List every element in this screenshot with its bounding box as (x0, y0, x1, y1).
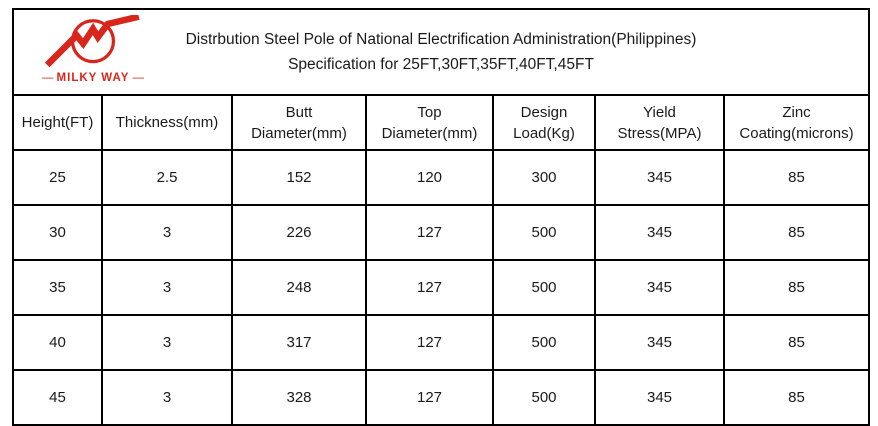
brand-left-dash: — (42, 72, 54, 84)
cell-top-diameter: 127 (365, 369, 494, 426)
spec-sheet: — MILKY WAY — Distrbution Steel Pole of Na… (11, 8, 871, 426)
brand-logo: — MILKY WAY — (32, 15, 154, 85)
cell-design-load: 500 (492, 204, 596, 261)
cell-design-load: 500 (492, 369, 596, 426)
brand-name: — MILKY WAY — (32, 71, 154, 85)
cell-butt-diameter: 248 (231, 259, 367, 316)
table-header-row: Height(FT) Thickness(mm) Butt Diameter(m… (12, 94, 871, 151)
title-line-1: Distrbution Steel Pole of National Elect… (185, 31, 697, 48)
cell-top-diameter: 127 (365, 314, 494, 371)
title-line-2: Specification for 25FT,30FT,35FT,40FT,45… (288, 56, 594, 73)
cell-height: 45 (12, 369, 103, 426)
cell-height: 30 (12, 204, 103, 261)
cell-design-load: 500 (492, 314, 596, 371)
table-row: 25 2.5 152 120 300 345 85 (12, 149, 871, 206)
column-header-design-load: Design Load(Kg) (492, 94, 596, 151)
cell-thickness: 2.5 (101, 149, 233, 206)
cell-top-diameter: 120 (365, 149, 494, 206)
title-band-cell: — MILKY WAY — Distrbution Steel Pole of Na… (11, 8, 871, 96)
table-row: 35 3 248 127 500 345 85 (12, 259, 871, 316)
cell-yield-stress: 345 (594, 204, 725, 261)
title-row: — MILKY WAY — Distrbution Steel Pole of Na… (11, 8, 871, 96)
column-header-yield-stress: Yield Stress(MPA) (594, 94, 725, 151)
spec-table: — MILKY WAY — Distrbution Steel Pole of Na… (11, 8, 871, 426)
cell-height: 35 (12, 259, 103, 316)
cell-yield-stress: 345 (594, 149, 725, 206)
brand-label: MILKY WAY (56, 72, 130, 84)
cell-butt-diameter: 152 (231, 149, 367, 206)
lightning-bolt-icon (44, 15, 140, 68)
cell-yield-stress: 345 (594, 369, 725, 426)
title-band: — MILKY WAY — Distrbution Steel Pole of Na… (14, 10, 868, 94)
cell-zinc-coating: 85 (722, 149, 871, 206)
cell-zinc-coating: 85 (722, 314, 871, 371)
cell-butt-diameter: 226 (231, 204, 367, 261)
table-row: 30 3 226 127 500 345 85 (12, 204, 871, 261)
document-title: Distrbution Steel Pole of National Elect… (14, 10, 868, 94)
cell-thickness: 3 (101, 259, 233, 316)
cell-design-load: 300 (492, 149, 596, 206)
cell-thickness: 3 (101, 314, 233, 371)
column-header-butt-diameter: Butt Diameter(mm) (231, 94, 367, 151)
cell-top-diameter: 127 (365, 204, 494, 261)
cell-height: 40 (12, 314, 103, 371)
table-row: 45 3 328 127 500 345 85 (12, 369, 871, 426)
brand-right-dash: — (132, 72, 144, 84)
cell-yield-stress: 345 (594, 259, 725, 316)
cell-thickness: 3 (101, 204, 233, 261)
cell-zinc-coating: 85 (722, 204, 871, 261)
column-header-height: Height(FT) (12, 94, 103, 151)
cell-design-load: 500 (492, 259, 596, 316)
column-header-zinc-coating: Zinc Coating(microns) (722, 94, 871, 151)
cell-top-diameter: 127 (365, 259, 494, 316)
cell-zinc-coating: 85 (722, 259, 871, 316)
cell-butt-diameter: 317 (231, 314, 367, 371)
cell-butt-diameter: 328 (231, 369, 367, 426)
cell-height: 25 (12, 149, 103, 206)
cell-zinc-coating: 85 (722, 369, 871, 426)
cell-yield-stress: 345 (594, 314, 725, 371)
table-row: 40 3 317 127 500 345 85 (12, 314, 871, 371)
column-header-top-diameter: Top Diameter(mm) (365, 94, 494, 151)
cell-thickness: 3 (101, 369, 233, 426)
column-header-thickness: Thickness(mm) (101, 94, 233, 151)
